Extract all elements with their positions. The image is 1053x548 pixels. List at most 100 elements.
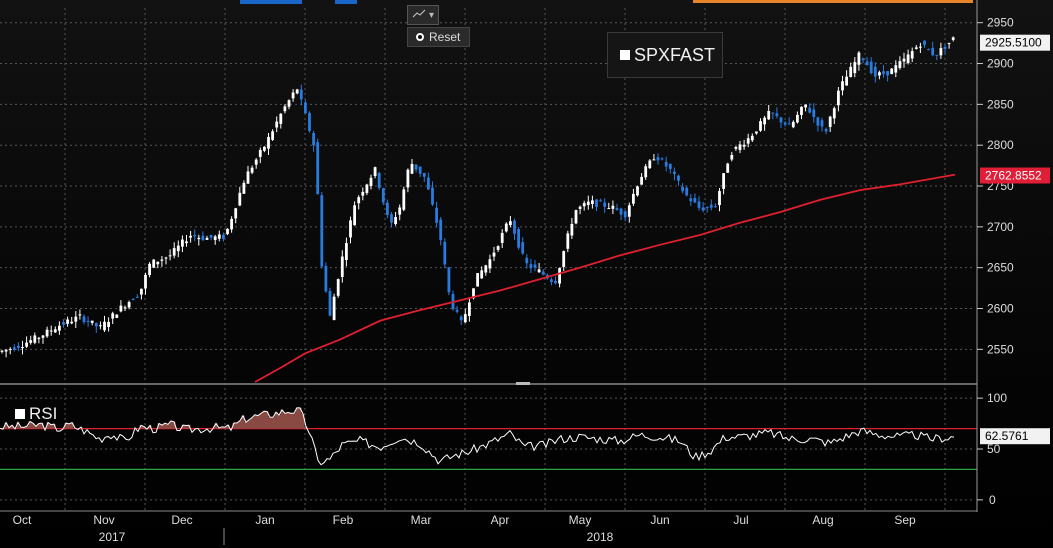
chart-type-button[interactable]: ▾ <box>407 5 439 25</box>
candle-body <box>381 188 385 203</box>
candle-body <box>902 58 906 62</box>
candle-body <box>45 329 49 337</box>
candle-body <box>291 92 295 99</box>
candle-body <box>562 251 566 268</box>
candle-body <box>947 42 951 44</box>
candle-body <box>693 198 697 203</box>
x-tick-label: Feb <box>333 513 354 527</box>
y-tick-label: 2900 <box>987 57 1014 71</box>
price-series <box>0 36 955 358</box>
candle-body <box>906 54 910 64</box>
candle-body <box>603 202 607 207</box>
candle-body <box>869 61 873 74</box>
candle-body <box>336 279 340 296</box>
candle-body <box>849 66 853 77</box>
x-year-label: 2018 <box>587 530 614 544</box>
candle-body <box>738 144 742 150</box>
candle-body <box>279 113 283 124</box>
x-tick-label: Jun <box>650 513 669 527</box>
candle-body <box>398 207 402 215</box>
candle-body <box>217 234 221 239</box>
candle-body <box>488 259 492 269</box>
y-tick-label: 2800 <box>987 138 1014 152</box>
candle-body <box>365 184 369 193</box>
candle-body <box>0 350 4 352</box>
candle-body <box>951 37 955 40</box>
candle-body <box>94 323 98 327</box>
candle-body <box>853 62 857 74</box>
candle-body <box>644 166 648 178</box>
y-tick-label: 2950 <box>987 16 1014 30</box>
candle-body <box>607 208 611 210</box>
candle-body <box>574 210 578 224</box>
candle-body <box>316 142 320 195</box>
toolbar-indicator <box>693 0 973 3</box>
candle-body <box>422 173 426 177</box>
last-price-label: 2925.5100 <box>985 36 1042 50</box>
ticker-label: SPXFAST <box>634 44 716 65</box>
candle-body <box>742 144 746 147</box>
candle-body <box>402 189 406 210</box>
candle-body <box>152 259 156 268</box>
candle-body <box>455 309 459 312</box>
grid <box>0 8 975 510</box>
candle-body <box>496 246 500 250</box>
candle-body <box>857 52 861 65</box>
candle-body <box>730 154 734 160</box>
candle-body <box>513 220 516 234</box>
tab-indicator[interactable] <box>240 0 302 4</box>
candle-body <box>320 195 324 267</box>
candle-body <box>443 241 447 265</box>
candle-body <box>66 319 69 324</box>
candle-body <box>791 121 795 128</box>
candle-body <box>595 199 598 207</box>
reset-button[interactable]: Reset <box>407 27 470 47</box>
tab-indicator[interactable] <box>335 0 357 4</box>
candle-body <box>771 112 775 114</box>
radio-icon <box>416 33 424 41</box>
y-tick-label: 2850 <box>987 97 1014 111</box>
candle-body <box>427 177 430 190</box>
candle-body <box>459 316 463 321</box>
candle-body <box>324 266 328 292</box>
legend-swatch <box>15 409 25 419</box>
candle-body <box>230 218 233 230</box>
candle-body <box>492 252 496 257</box>
candle-body <box>668 163 672 169</box>
candle-body <box>353 205 356 226</box>
candle-body <box>263 146 266 151</box>
candle-body <box>927 49 930 51</box>
candle-body <box>837 90 840 106</box>
candle-body <box>689 198 693 202</box>
candle-body <box>135 296 139 298</box>
candle-body <box>431 187 434 205</box>
candle-body <box>226 228 229 235</box>
candle-body <box>295 89 299 94</box>
candle-body <box>447 267 451 293</box>
candle-body <box>517 229 520 248</box>
legend-swatch <box>620 50 630 60</box>
candle-body <box>886 71 889 76</box>
x-tick-label: Jan <box>255 513 274 527</box>
candle-body <box>271 131 274 140</box>
candle-body <box>714 206 717 208</box>
candle-body <box>615 208 619 211</box>
candle-body <box>763 117 766 125</box>
candle-body <box>550 279 553 283</box>
ticker-legend[interactable]: SPXFAST <box>607 32 723 78</box>
rsi-label: RSI <box>29 404 58 423</box>
candle-body <box>845 76 848 86</box>
candle-body <box>111 313 115 319</box>
candle-body <box>808 107 812 113</box>
candle-body <box>935 54 939 56</box>
candle-body <box>484 265 488 273</box>
candle-body <box>312 133 315 146</box>
candle-body <box>4 349 8 352</box>
candle-body <box>578 206 582 210</box>
candle-body <box>627 205 631 217</box>
candle-body <box>800 106 803 115</box>
candle-body <box>599 200 602 202</box>
candle-body <box>812 109 816 117</box>
candle-body <box>8 349 12 351</box>
